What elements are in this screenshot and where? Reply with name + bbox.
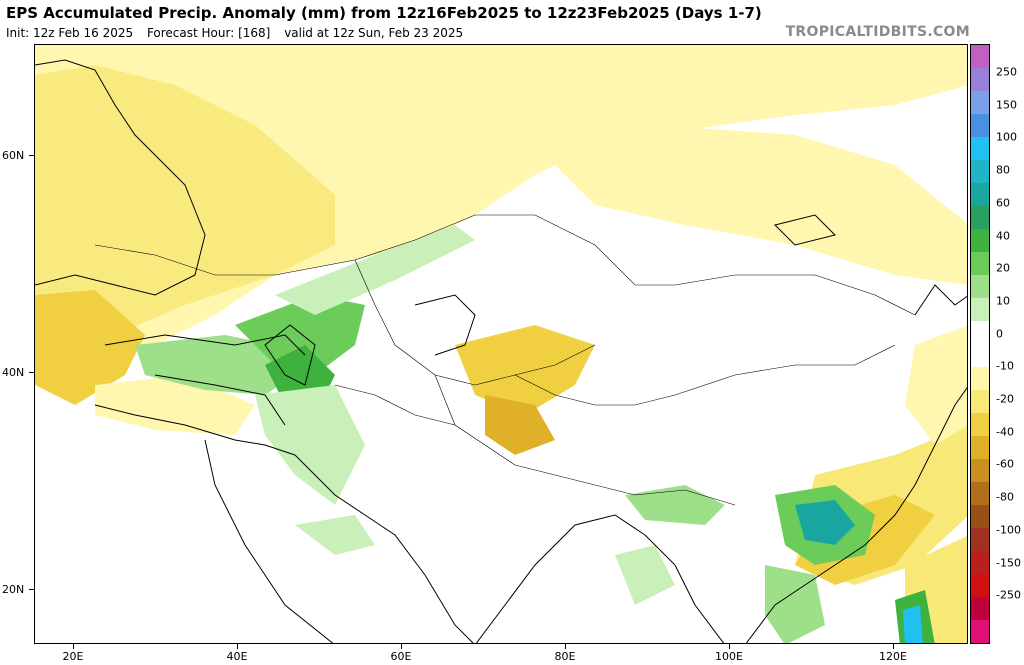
colorbar-label: 20: [996, 261, 1010, 275]
colorbar-swatch: [971, 68, 989, 91]
colorbar-swatch: [971, 482, 989, 505]
colorbar-label: 80: [996, 163, 1010, 177]
lon-tick-60e: [401, 644, 402, 649]
map-panel[interactable]: [34, 44, 968, 644]
colorbar-label: -10: [996, 359, 1014, 373]
wet-anomaly-himalaya-east: [625, 485, 725, 525]
lon-tick-120e: [893, 644, 894, 649]
colorbar-label: 100: [996, 130, 1017, 144]
wet-anomaly-black-sea: [135, 335, 295, 395]
colorbar-swatch: [971, 551, 989, 574]
lon-tick-100e: [729, 644, 730, 649]
wet-anomaly-philippines-core: [903, 605, 923, 643]
colorbar-label: 250: [996, 65, 1017, 79]
precip-anomaly-map: [35, 45, 967, 643]
colorbar-swatch: [971, 528, 989, 551]
colorbar-swatch: [971, 597, 989, 620]
site-brand: TROPICALTIDBITS.COM: [785, 24, 970, 40]
wet-anomaly-mekong: [615, 545, 675, 605]
colorbar-swatch: [971, 436, 989, 459]
lon-tick-40e: [237, 644, 238, 649]
coastlines: [35, 59, 967, 643]
colorbar-swatch: [971, 505, 989, 528]
colorbar-swatch: [971, 459, 989, 482]
wet-anomaly-indochina-core: [795, 500, 855, 545]
colorbar-label: -60: [996, 457, 1014, 471]
lon-label-120e: 120E: [879, 650, 907, 663]
wet-anomaly-caucasus: [235, 295, 365, 375]
colorbar-swatch: [971, 367, 989, 390]
colorbar-swatch: [971, 137, 989, 160]
lat-tick-20n: [29, 589, 34, 590]
colorbar-swatch: [971, 229, 989, 252]
wet-anomaly-iran: [255, 385, 365, 505]
colorbar-swatch: [971, 275, 989, 298]
dry-anomaly-balkans: [35, 290, 145, 405]
lon-tick-80e: [565, 644, 566, 649]
wet-anomaly-india-west: [295, 515, 375, 555]
lat-tick-40n: [29, 372, 34, 373]
wet-anomaly-kazakh-band: [275, 225, 475, 315]
lon-label-40e: 40E: [226, 650, 248, 663]
colorbar-swatch: [971, 620, 989, 643]
lon-label-100e: 100E: [715, 650, 743, 663]
colorbar-label: -250: [996, 588, 1021, 602]
dry-anomaly-east-siberia: [535, 125, 967, 285]
colorbar-swatch: [971, 114, 989, 137]
colorbar-label: -150: [996, 556, 1021, 569]
colorbar-label: 0: [996, 327, 1003, 341]
colorbar-swatch: [971, 344, 989, 367]
colorbar-swatch: [971, 298, 989, 321]
colorbar-swatch: [971, 45, 989, 68]
dry-anomaly-europe: [35, 65, 335, 335]
forecast-hour: Forecast Hour: [168]: [146, 26, 271, 40]
map-title: EPS Accumulated Precip. Anomaly (mm) fro…: [6, 4, 762, 22]
colorbar-label: -40: [996, 425, 1014, 439]
colorbar-label: 150: [996, 98, 1017, 112]
colorbar-swatch: [971, 413, 989, 436]
colorbar-swatch: [971, 321, 989, 344]
colorbar-label: -100: [996, 523, 1021, 537]
lat-label-40n: 40N: [2, 366, 25, 379]
dry-anomaly-himalaya: [485, 395, 555, 455]
colorbar-label: 10: [996, 294, 1010, 308]
dry-anomaly-japan: [905, 325, 967, 445]
map-subtitle: Init: 12z Feb 16 2025 Forecast Hour: [16…: [6, 26, 473, 40]
precip-colorbar: [970, 44, 990, 644]
colorbar-label: 40: [996, 229, 1010, 242]
colorbar-swatch: [971, 183, 989, 206]
country-borders: [94, 214, 916, 506]
colorbar-swatch: [971, 91, 989, 114]
init-time: Init: 12z Feb 16 2025: [6, 26, 134, 40]
colorbar-swatch: [971, 390, 989, 413]
colorbar-swatch: [971, 252, 989, 275]
colorbar-label: -80: [996, 490, 1014, 504]
lat-label-60n: 60N: [2, 149, 25, 162]
lat-label-20n: 20N: [2, 583, 25, 596]
dry-anomaly-central-asia: [455, 325, 595, 415]
colorbar-swatch: [971, 574, 989, 597]
colorbar-label: 60: [996, 196, 1010, 210]
colorbar-swatch: [971, 206, 989, 229]
colorbar-swatch: [971, 160, 989, 183]
lon-label-80e: 80E: [554, 650, 576, 663]
wet-anomaly-taiwan-sea: [765, 565, 825, 643]
colorbar-label: -20: [996, 392, 1014, 406]
lon-tick-20e: [73, 644, 74, 649]
lon-label-20e: 20E: [62, 650, 84, 663]
valid-time: valid at 12z Sun, Feb 23 2025: [284, 26, 464, 40]
lat-tick-60n: [29, 155, 34, 156]
lon-label-60e: 60E: [390, 650, 412, 663]
